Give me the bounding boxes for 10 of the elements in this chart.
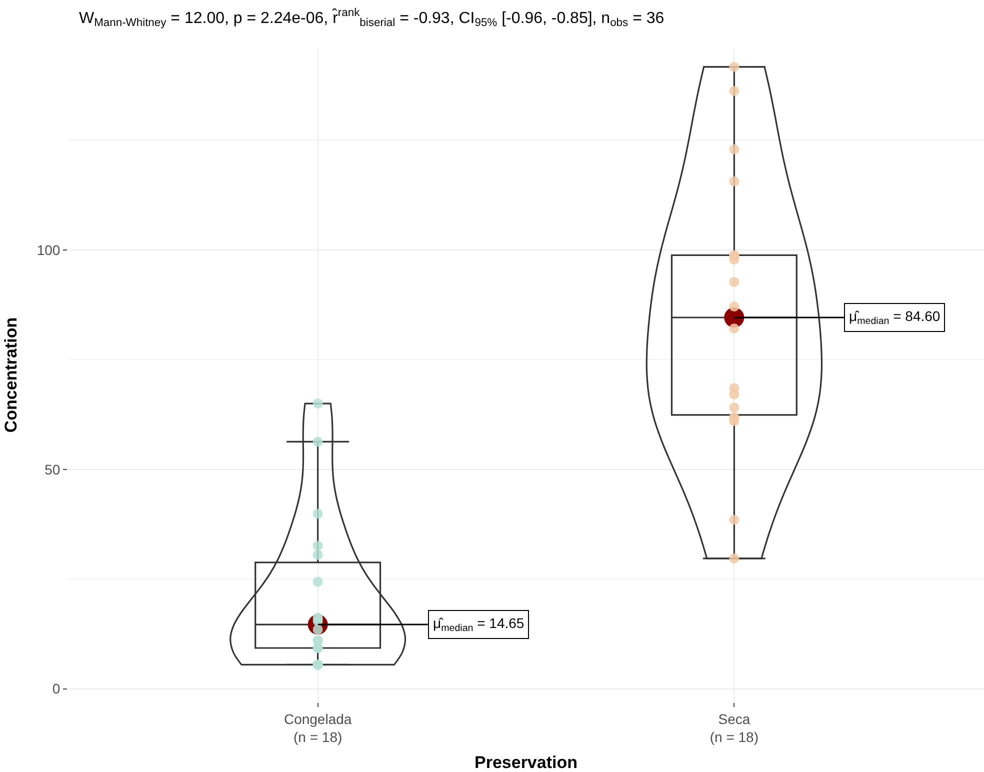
x-tick-label: Seca (n = 18) <box>710 710 758 745</box>
annotation: μ̂$_{median}$ = 84.60 <box>849 308 940 327</box>
y-axis-title: Concentration <box>1 317 20 433</box>
y-tick-label: 100 <box>36 242 60 258</box>
y-tick-label: 0 <box>52 680 60 697</box>
annotation: μ̂$_{median}$ = 14.65 <box>433 615 524 634</box>
y-tick-label: 50 <box>44 461 60 478</box>
x-tick-label: Congelada (n = 18) <box>284 710 352 745</box>
chart-title: W$_{Mann-Whitney}$ = 12.00, p = 2.24e-06, r̂$^{rank}$$_{biserial}$ = -0.93, CI$_{95%}$ [-0.96, -0.85], n$_{obs}$ = 36 <box>78 7 664 30</box>
x-axis-title: Preservation <box>474 753 578 772</box>
